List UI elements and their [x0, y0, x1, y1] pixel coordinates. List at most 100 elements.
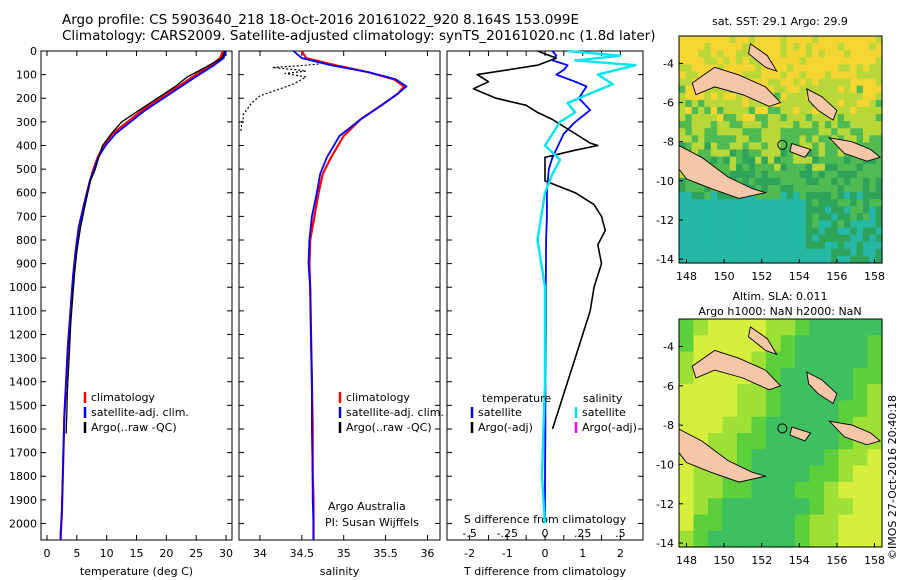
map-y-tick-label: -8	[663, 419, 674, 432]
x-axis-label-tdiff: T difference from climatology	[463, 565, 626, 578]
y-tick-label-depth: 100	[16, 69, 37, 82]
x-tick-label-temperature: 20	[159, 547, 173, 560]
legend-tdiff-label: satellite	[478, 406, 522, 419]
y-tick-label-depth: 300	[16, 116, 37, 129]
series-line-sal-satellite	[292, 50, 408, 540]
map-x-tick-label: 154	[789, 270, 810, 283]
legend-temp-label: climatology	[91, 391, 155, 404]
x-axis-label-temperature: temperature (deg C)	[80, 565, 193, 578]
map-x-tick-label: 158	[864, 270, 885, 283]
x-tick-label-sdiff: .5	[615, 527, 626, 540]
legend-sal-label: Argo(..raw -QC)	[346, 421, 432, 434]
sst-map-land-2	[678, 144, 768, 199]
map-x-tick-label: 158	[864, 554, 885, 567]
legend-temp-label: Argo(..raw -QC)	[91, 421, 177, 434]
x-tick-label-tdiff: 2	[617, 547, 624, 560]
legend-sdiff-label: Argo(-adj)	[582, 421, 637, 434]
x-tick-label-tdiff: -2	[464, 547, 475, 560]
y-tick-label-depth: 1600	[9, 423, 37, 436]
series-line-temp-satellite	[59, 50, 227, 540]
sst-map-land-4	[789, 143, 812, 158]
x-tick-label-sdiff: .25	[574, 527, 592, 540]
x-tick-label-salinity: 36	[420, 547, 434, 560]
legend-sal-label: satellite-adj. clim.	[346, 406, 444, 419]
x-tick-label-salinity: 35.5	[373, 547, 398, 560]
map-x-tick-label: 152	[751, 554, 772, 567]
map-y-tick-label: -6	[663, 97, 674, 110]
x-tick-label-salinity: 35	[337, 547, 351, 560]
y-tick-label-depth: 2000	[9, 517, 37, 530]
legend-sdiff-title: salinity	[583, 392, 623, 405]
x-tick-label-temperature: 25	[189, 547, 203, 560]
map-y-tick-label: -4	[663, 341, 674, 354]
map-x-tick-label: 148	[676, 270, 697, 283]
sla-map-title: Altim. SLA: 0.011	[732, 290, 827, 303]
map-x-tick-label: 150	[714, 270, 735, 283]
y-tick-label-depth: 1400	[9, 376, 37, 389]
map-y-tick-label: -12	[656, 498, 674, 511]
sst-map-title: sat. SST: 29.1 Argo: 29.9	[712, 15, 848, 28]
map-x-tick-label: 154	[789, 554, 810, 567]
y-tick-label-depth: 700	[16, 210, 37, 223]
map-x-tick-label: 156	[826, 554, 847, 567]
x-tick-label-temperature: 10	[100, 547, 114, 560]
y-tick-label-depth: 0	[30, 45, 37, 58]
y-tick-label-depth: 600	[16, 187, 37, 200]
map-x-tick-label: 148	[676, 554, 697, 567]
series-line-tdiff-argo	[472, 50, 607, 430]
legend-tdiff-label: Argo(-adj)	[478, 421, 533, 434]
sst-map-land-3	[828, 137, 882, 162]
y-tick-label-depth: 1100	[9, 305, 37, 318]
panel-frame-salinity	[238, 50, 441, 541]
legend-temp-label: satellite-adj. clim.	[91, 406, 189, 419]
x-tick-label-sdiff: -.5	[462, 527, 476, 540]
x-tick-label-tdiff: 1	[579, 547, 586, 560]
sla-map-land-3	[828, 420, 882, 446]
annotation-pi-name: PI: Susan Wijffels	[325, 516, 419, 529]
sst-map-argo-marker	[777, 139, 788, 150]
legend-sal-label: climatology	[346, 391, 410, 404]
map-y-tick-label: -10	[656, 175, 674, 188]
x-tick-label-temperature: 30	[219, 547, 233, 560]
x-tick-label-salinity: 34	[253, 547, 267, 560]
sla-map-land-2	[678, 428, 768, 483]
sst-map-frame	[678, 35, 883, 264]
series-line-sal-argo	[240, 63, 319, 132]
annotation-argo-australia: Argo Australia	[328, 500, 406, 513]
sst-map-land-1	[806, 87, 838, 121]
map-y-tick-label: -6	[663, 380, 674, 393]
figure-title-line-2: Climatology: CARS2009. Satellite-adjuste…	[62, 28, 656, 44]
y-tick-label-depth: 200	[16, 92, 37, 105]
sla-map-land-0	[691, 349, 782, 391]
sst-map-land-5	[748, 43, 778, 73]
y-tick-label-depth: 1700	[9, 447, 37, 460]
map-y-tick-label: -14	[656, 253, 674, 266]
series-line-temp-argo	[65, 50, 226, 434]
x-tick-label-temperature: 5	[73, 547, 80, 560]
sst-map-field	[679, 36, 883, 264]
map-y-tick-label: -12	[656, 214, 674, 227]
x-tick-label-temperature: 0	[43, 547, 50, 560]
x-tick-label-tdiff: 0	[542, 547, 549, 560]
series-line-sdiff-satellite	[536, 49, 637, 524]
x-tick-label-sdiff: -.25	[497, 527, 518, 540]
sla-map-land-4	[789, 426, 812, 442]
y-tick-label-depth: 1300	[9, 352, 37, 365]
panel-frame-temperature	[40, 50, 233, 541]
x-axis-label-salinity: salinity	[320, 565, 360, 578]
map-y-tick-label: -4	[663, 57, 674, 70]
map-y-tick-label: -8	[663, 136, 674, 149]
y-tick-label-depth: 800	[16, 234, 37, 247]
sst-map-land-0	[691, 66, 782, 107]
y-tick-label-depth: 400	[16, 139, 37, 152]
sla-map-subtitle: Argo h1000: NaN h2000: NaN	[698, 305, 861, 318]
map-y-tick-label: -14	[656, 537, 674, 550]
y-tick-label-depth: 1900	[9, 494, 37, 507]
y-tick-label-depth: 500	[16, 163, 37, 176]
sla-map-argo-marker	[777, 423, 788, 434]
y-tick-label-depth: 1800	[9, 470, 37, 483]
y-tick-label-depth: 1500	[9, 399, 37, 412]
legend-sdiff-label: satellite	[582, 406, 626, 419]
x-tick-label-temperature: 15	[130, 547, 144, 560]
